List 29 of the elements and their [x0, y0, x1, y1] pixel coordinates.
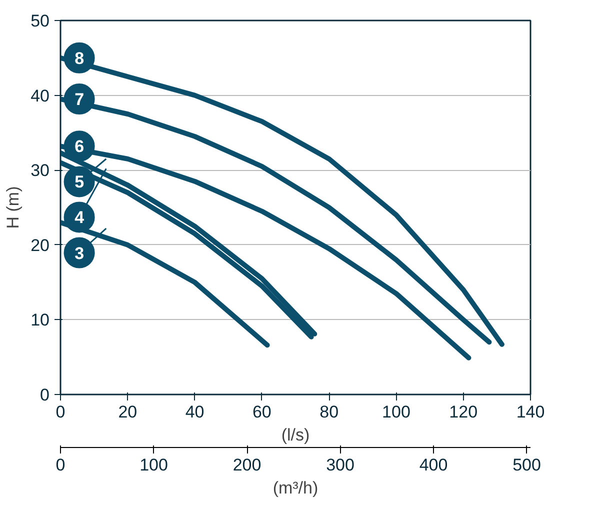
y-tick-label: 20: [30, 236, 50, 255]
x2-tick-label: 0: [56, 456, 66, 474]
y-axis-title: H (m): [4, 186, 23, 229]
x-tick-label: 140: [516, 402, 545, 422]
series-label: 6: [74, 137, 84, 156]
x-tick-label: 40: [185, 402, 204, 422]
x-tick-label: 60: [252, 402, 272, 422]
series-label: 8: [74, 48, 84, 68]
y-tick-label: 0: [40, 386, 50, 404]
legend-label: 4: [74, 208, 85, 228]
legend-label: 3: [74, 244, 84, 263]
x2-tick-label: 400: [419, 456, 448, 474]
y-tick-label: 10: [30, 310, 50, 330]
x2-tick-label: 300: [326, 456, 354, 474]
x-tick-label: 80: [320, 402, 339, 422]
y-tick-label: 50: [30, 12, 50, 30]
y-tick-label: 30: [30, 161, 50, 180]
x-tick-label: 0: [56, 402, 66, 422]
y-tick-label: 40: [30, 86, 50, 106]
x-axis-title: (l/s): [281, 426, 310, 444]
legend-label: 5: [74, 172, 84, 192]
x2-tick-label: 100: [140, 456, 168, 474]
x2-tick-label: 200: [232, 456, 262, 474]
x2-axis-title: (m³/h): [272, 478, 318, 498]
x-tick-label: 120: [449, 402, 478, 422]
x2-tick-label: 500: [512, 456, 541, 474]
x-tick-label: 100: [382, 402, 410, 422]
x-tick-label: 20: [118, 402, 138, 422]
legend-label: 7: [74, 90, 84, 110]
